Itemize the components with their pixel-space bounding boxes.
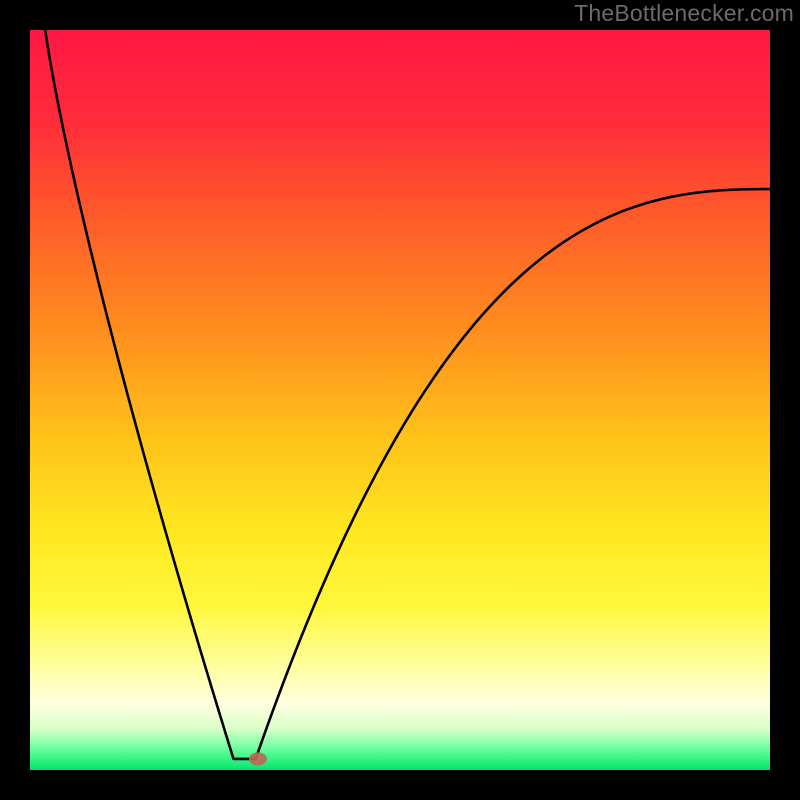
chart-canvas: TheBottlenecker.com	[0, 0, 800, 800]
watermark-text: TheBottlenecker.com	[574, 0, 794, 27]
optimal-point-marker	[249, 752, 267, 765]
gradient-plot-area	[30, 30, 770, 770]
bottleneck-chart-svg	[0, 0, 800, 800]
